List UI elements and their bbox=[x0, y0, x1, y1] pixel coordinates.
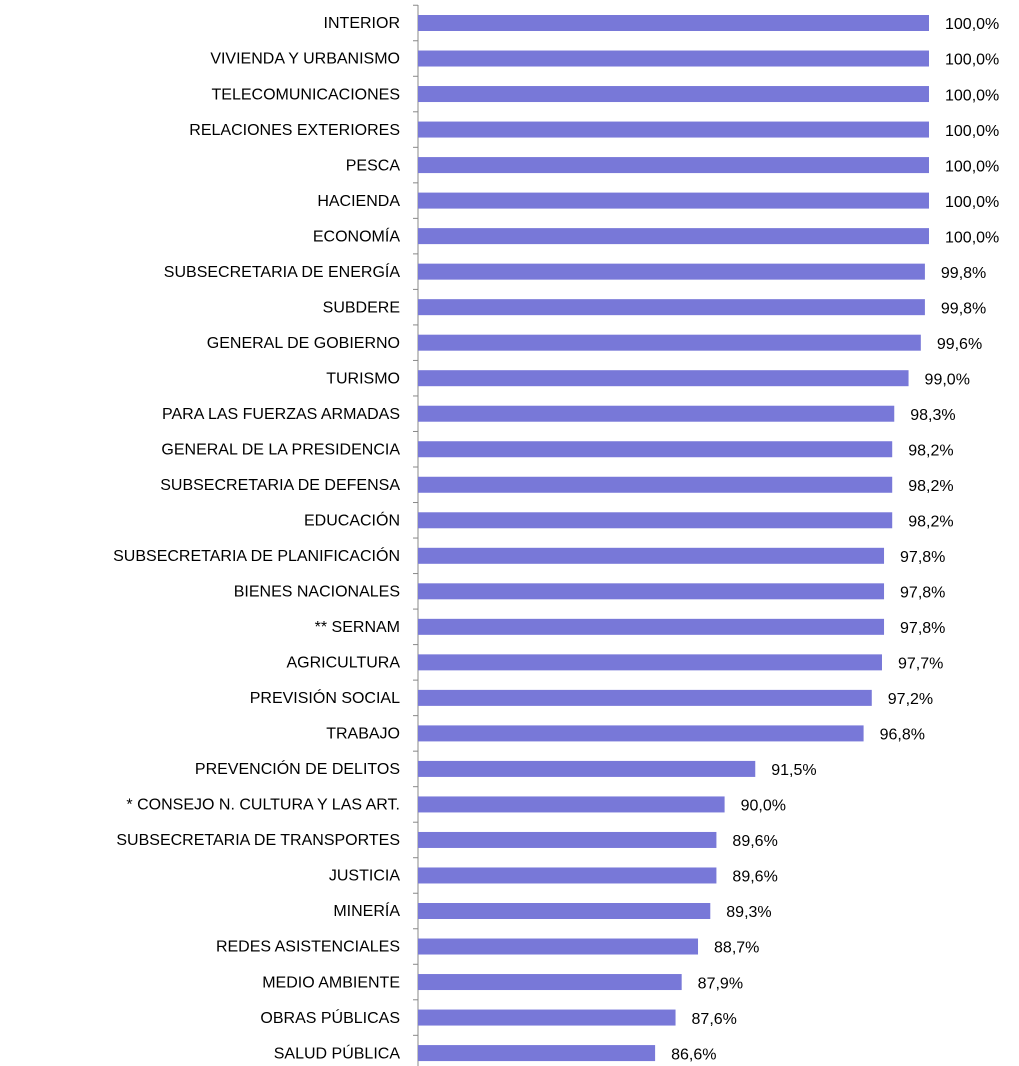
bar bbox=[418, 512, 893, 529]
value-label: 100,0% bbox=[945, 194, 999, 211]
y-tick-label: SUBSECRETARIA DE TRANSPORTES bbox=[116, 832, 400, 849]
value-label: 97,8% bbox=[900, 549, 945, 566]
value-label: 100,0% bbox=[945, 87, 999, 104]
bar bbox=[418, 15, 929, 31]
y-tick-label: SUBSECRETARIA DE ENERGÍA bbox=[164, 262, 401, 281]
y-tick-label: ECONOMÍA bbox=[313, 226, 400, 245]
y-tick-label: SUBSECRETARIA DE DEFENSA bbox=[160, 477, 400, 494]
y-tick-label: PARA LAS FUERZAS ARMADAS bbox=[162, 406, 400, 423]
value-label: 100,0% bbox=[945, 16, 999, 33]
bar bbox=[418, 583, 885, 600]
y-tick-label: SUBDERE bbox=[323, 299, 400, 316]
y-tick-label: OBRAS PÚBLICAS bbox=[260, 1008, 400, 1027]
value-label: 100,0% bbox=[945, 123, 999, 140]
y-tick-label: TRABAJO bbox=[326, 726, 400, 743]
y-tick-label: PREVISIÓN SOCIAL bbox=[250, 688, 400, 707]
value-label: 100,0% bbox=[945, 158, 999, 175]
y-tick-label: EDUCACIÓN bbox=[304, 510, 400, 529]
y-tick-label: AGRICULTURA bbox=[287, 655, 401, 672]
value-label: 97,2% bbox=[888, 691, 933, 708]
value-label: 97,8% bbox=[900, 620, 945, 637]
bar bbox=[418, 157, 929, 174]
value-label: 98,2% bbox=[908, 513, 953, 530]
bar bbox=[418, 903, 711, 919]
value-label: 96,8% bbox=[880, 727, 925, 744]
bar bbox=[418, 867, 717, 884]
value-label: 99,0% bbox=[925, 371, 970, 388]
y-tick-label: SALUD PÚBLICA bbox=[274, 1043, 401, 1062]
bar bbox=[418, 831, 717, 848]
value-label: 98,3% bbox=[910, 407, 955, 424]
y-tick-label: ** SERNAM bbox=[315, 619, 400, 636]
y-tick-label: TELECOMUNICACIONES bbox=[212, 86, 400, 103]
bar bbox=[418, 50, 929, 67]
y-tick-label: GENERAL DE LA PRESIDENCIA bbox=[161, 441, 400, 458]
value-label: 87,9% bbox=[698, 975, 743, 992]
bar bbox=[418, 441, 893, 458]
value-label: 100,0% bbox=[945, 52, 999, 69]
bar bbox=[418, 86, 929, 103]
y-tick-label: MEDIO AMBIENTE bbox=[262, 974, 400, 991]
bar bbox=[418, 760, 756, 777]
bar bbox=[418, 405, 895, 422]
bar bbox=[418, 938, 699, 955]
value-label: 89,3% bbox=[726, 904, 771, 921]
bar bbox=[418, 299, 925, 316]
y-tick-label: GENERAL DE GOBIERNO bbox=[207, 335, 400, 352]
bar bbox=[418, 725, 864, 742]
bar bbox=[418, 228, 929, 245]
bar bbox=[418, 1045, 656, 1062]
value-label: 91,5% bbox=[771, 762, 816, 779]
value-label: 86,6% bbox=[671, 1046, 716, 1063]
value-label: 98,2% bbox=[908, 478, 953, 495]
value-label: 97,8% bbox=[900, 585, 945, 602]
y-tick-label: INTERIOR bbox=[324, 15, 400, 32]
value-label: 87,6% bbox=[692, 1011, 737, 1028]
value-label: 99,8% bbox=[941, 265, 986, 282]
y-tick-label: BIENES NACIONALES bbox=[234, 584, 400, 601]
bar bbox=[418, 263, 925, 280]
value-label: 99,6% bbox=[937, 336, 982, 353]
y-tick-label: * CONSEJO N. CULTURA Y LAS ART. bbox=[126, 797, 400, 814]
bar bbox=[418, 1009, 676, 1026]
y-tick-label: HACIENDA bbox=[317, 193, 400, 210]
y-tick-label: TURISMO bbox=[326, 370, 400, 387]
value-label: 97,7% bbox=[898, 656, 943, 673]
bar bbox=[418, 334, 921, 351]
y-tick-label: PESCA bbox=[346, 157, 401, 174]
value-label: 99,8% bbox=[941, 300, 986, 317]
bar bbox=[418, 618, 885, 635]
bar bbox=[418, 974, 682, 991]
value-label: 100,0% bbox=[945, 229, 999, 246]
y-tick-label: RELACIONES EXTERIORES bbox=[189, 122, 400, 139]
bar bbox=[418, 689, 872, 706]
bar bbox=[418, 121, 929, 138]
y-tick-label: REDES ASISTENCIALES bbox=[216, 939, 400, 956]
y-tick-label: SUBSECRETARIA DE PLANIFICACIÓN bbox=[113, 546, 400, 565]
bar bbox=[418, 654, 882, 671]
bar bbox=[418, 476, 893, 493]
value-label: 90,0% bbox=[741, 798, 786, 815]
value-label: 89,6% bbox=[732, 833, 777, 850]
y-tick-label: JUSTICIA bbox=[329, 868, 400, 885]
value-label: 89,6% bbox=[732, 869, 777, 886]
bar bbox=[418, 192, 929, 209]
bar bbox=[418, 547, 885, 564]
y-tick-label: MINERÍA bbox=[333, 901, 400, 920]
value-label: 88,7% bbox=[714, 940, 759, 957]
value-label: 98,2% bbox=[908, 442, 953, 459]
y-tick-label: PREVENCIÓN DE DELITOS bbox=[195, 759, 400, 778]
bar bbox=[418, 796, 725, 813]
bar bbox=[418, 370, 909, 387]
y-tick-label: VIVIENDA Y URBANISMO bbox=[210, 51, 400, 68]
